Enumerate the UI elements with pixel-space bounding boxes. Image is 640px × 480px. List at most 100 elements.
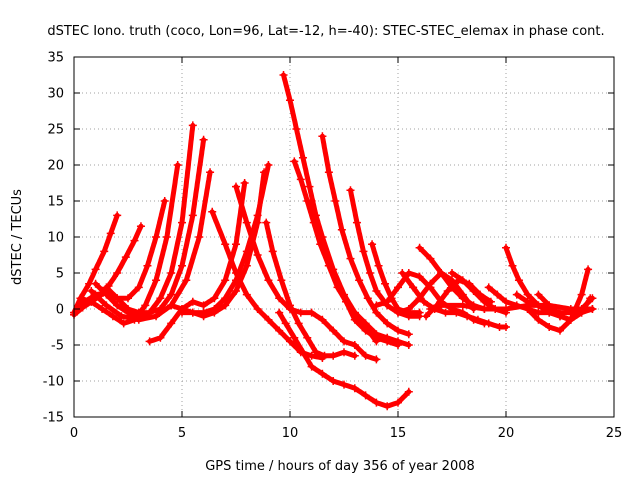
data-point: [232, 287, 240, 295]
data-point: [275, 326, 284, 335]
data-point: [502, 323, 510, 331]
data-point: [134, 315, 143, 324]
data-point: [502, 297, 510, 306]
data-point: [361, 326, 370, 335]
data-point: [307, 351, 316, 360]
data-point: [340, 380, 348, 389]
data-point: [534, 308, 543, 317]
data-point: [426, 305, 435, 313]
series-trace: [209, 209, 325, 361]
data-point: [372, 355, 381, 364]
chart-title: dSTEC Iono. truth (coco, Lon=96, Lat=-12…: [47, 24, 604, 39]
data-point: [178, 308, 186, 317]
data-point: [398, 269, 407, 277]
data-point: [473, 315, 482, 324]
data-point: [372, 330, 381, 339]
data-point: [296, 175, 305, 184]
data-point: [566, 315, 575, 324]
data-point: [136, 222, 145, 231]
data-point: [404, 341, 413, 349]
data-point: [210, 294, 219, 303]
data-point: [121, 253, 130, 262]
series-trace: [525, 266, 591, 334]
y-tick-label: 0: [56, 303, 64, 318]
data-point: [102, 301, 111, 310]
data-point: [372, 398, 381, 407]
data-point: [566, 305, 575, 313]
data-point: [484, 283, 493, 292]
y-tick-label: -15: [43, 411, 64, 426]
series-18: [275, 308, 413, 411]
data-point: [361, 319, 370, 328]
data-point: [253, 218, 262, 227]
data-point: [361, 351, 370, 360]
data-point: [584, 265, 593, 274]
data-point: [577, 290, 586, 299]
data-point: [117, 312, 126, 321]
x-axis-label: GPS time / hours of day 356 of year 2008: [205, 459, 475, 474]
data-point: [443, 287, 452, 295]
data-point: [307, 308, 316, 317]
data-point: [363, 294, 372, 303]
x-tick-label: 25: [606, 426, 623, 441]
data-point: [188, 297, 197, 306]
data-point: [275, 294, 284, 303]
data-point: [523, 301, 532, 310]
y-tick-label: 25: [47, 123, 64, 138]
data-point: [240, 179, 249, 187]
data-point: [307, 197, 316, 205]
data-point: [350, 315, 359, 324]
series-trace: [103, 137, 207, 316]
y-tick-label: -5: [51, 339, 64, 354]
series-trace: [281, 72, 379, 344]
data-point: [422, 312, 431, 321]
x-tick-label: 0: [70, 426, 78, 441]
data-point: [130, 236, 139, 245]
data-point: [329, 326, 338, 335]
data-point: [493, 290, 502, 299]
data-point: [260, 168, 269, 177]
data-point: [178, 261, 186, 270]
data-point: [426, 254, 435, 263]
data-point: [394, 398, 402, 407]
data-point: [404, 387, 413, 396]
data-point: [329, 377, 338, 385]
series-32: [426, 301, 597, 313]
data-point: [162, 233, 171, 241]
data-point: [167, 319, 176, 328]
data-point: [141, 301, 150, 310]
data-point: [394, 326, 402, 335]
data-point: [502, 305, 510, 313]
y-tick-label: 20: [47, 159, 64, 174]
series-trace: [71, 223, 144, 318]
data-point: [523, 290, 532, 299]
data-point: [167, 301, 176, 310]
data-point: [415, 294, 424, 303]
data-point: [458, 301, 467, 310]
series-17: [318, 132, 413, 339]
y-tick-label: 35: [47, 51, 64, 66]
data-point: [329, 351, 338, 360]
y-tick-label: -10: [43, 375, 64, 390]
data-point: [415, 272, 424, 281]
data-point: [437, 269, 446, 277]
data-point: [361, 391, 370, 400]
x-tick-label: 10: [282, 426, 299, 441]
data-point: [286, 96, 294, 105]
data-point: [350, 351, 359, 360]
data-point: [76, 294, 85, 303]
data-point: [303, 333, 312, 342]
x-tick-label: 15: [390, 426, 407, 441]
data-point: [91, 265, 100, 274]
data-point: [318, 132, 327, 141]
data-point: [286, 337, 294, 346]
data-point: [415, 243, 424, 252]
data-point: [320, 351, 329, 360]
data-point: [242, 261, 251, 270]
series-13: [262, 218, 359, 360]
data-point: [419, 297, 428, 306]
data-point: [206, 168, 215, 177]
data-point: [188, 121, 197, 130]
series-10: [178, 168, 269, 321]
data-point: [152, 312, 161, 321]
